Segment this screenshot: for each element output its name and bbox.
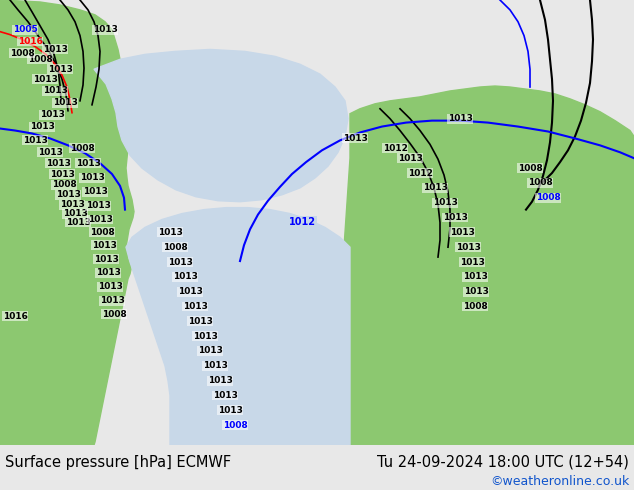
Text: 1013: 1013 bbox=[158, 228, 183, 237]
Text: 1008: 1008 bbox=[51, 180, 76, 190]
Text: 1013: 1013 bbox=[207, 376, 233, 385]
Text: 1008: 1008 bbox=[10, 49, 34, 58]
Text: 1013: 1013 bbox=[82, 187, 107, 196]
Text: 1013: 1013 bbox=[167, 258, 193, 267]
Text: 1012: 1012 bbox=[408, 169, 432, 177]
Text: 1013: 1013 bbox=[450, 228, 474, 237]
Circle shape bbox=[436, 166, 444, 174]
Text: 1013: 1013 bbox=[30, 122, 55, 131]
Text: 1008: 1008 bbox=[223, 420, 247, 430]
Polygon shape bbox=[343, 86, 634, 445]
Text: 1013: 1013 bbox=[87, 215, 112, 224]
Text: 1013: 1013 bbox=[202, 361, 228, 370]
Circle shape bbox=[455, 171, 465, 181]
Text: 1005: 1005 bbox=[13, 25, 37, 34]
Text: 1013: 1013 bbox=[342, 134, 368, 143]
Circle shape bbox=[389, 147, 401, 159]
Text: 1013: 1013 bbox=[60, 200, 84, 209]
Text: 1013: 1013 bbox=[49, 170, 74, 178]
Text: 1013: 1013 bbox=[79, 173, 105, 182]
Text: 1008: 1008 bbox=[163, 243, 188, 252]
Text: 1013: 1013 bbox=[94, 254, 119, 264]
Text: 1013: 1013 bbox=[96, 269, 120, 277]
Text: 1013: 1013 bbox=[448, 114, 472, 123]
Text: 1013: 1013 bbox=[39, 110, 65, 119]
Text: 1013: 1013 bbox=[56, 190, 81, 199]
Text: 1008: 1008 bbox=[101, 310, 126, 319]
Circle shape bbox=[444, 167, 456, 179]
Circle shape bbox=[413, 156, 427, 170]
Text: 1013: 1013 bbox=[443, 213, 467, 222]
Text: ©weatheronline.co.uk: ©weatheronline.co.uk bbox=[489, 475, 629, 488]
Text: 1016: 1016 bbox=[18, 37, 42, 46]
Text: Surface pressure [hPa] ECMWF: Surface pressure [hPa] ECMWF bbox=[5, 455, 231, 470]
Text: 1008: 1008 bbox=[463, 302, 488, 311]
Text: 1013: 1013 bbox=[100, 296, 124, 305]
Text: 1013: 1013 bbox=[423, 183, 448, 193]
Text: 1013: 1013 bbox=[193, 332, 217, 341]
Text: 1013: 1013 bbox=[198, 346, 223, 355]
Text: 1008: 1008 bbox=[89, 228, 114, 237]
Text: 1013: 1013 bbox=[456, 243, 481, 252]
Text: 1013: 1013 bbox=[398, 154, 422, 163]
Text: 1013: 1013 bbox=[42, 45, 67, 54]
Text: 1016: 1016 bbox=[3, 312, 27, 321]
Text: 1012: 1012 bbox=[288, 218, 316, 227]
Text: 1013: 1013 bbox=[188, 317, 212, 326]
Text: 1013: 1013 bbox=[432, 198, 458, 207]
Text: 1013: 1013 bbox=[86, 201, 110, 210]
Text: 1013: 1013 bbox=[23, 136, 48, 145]
Text: 1013: 1013 bbox=[93, 25, 117, 34]
Text: 1013: 1013 bbox=[53, 98, 77, 107]
Text: 1013: 1013 bbox=[217, 406, 242, 415]
Text: 1013: 1013 bbox=[172, 272, 197, 281]
Text: 1008: 1008 bbox=[70, 144, 94, 153]
Circle shape bbox=[403, 153, 413, 163]
Text: 1013: 1013 bbox=[48, 65, 72, 74]
Text: 1013: 1013 bbox=[32, 74, 58, 84]
Text: 1013: 1013 bbox=[463, 287, 488, 296]
Text: 1013: 1013 bbox=[463, 272, 488, 281]
Text: 1013: 1013 bbox=[37, 148, 62, 157]
Text: 1013: 1013 bbox=[63, 209, 87, 218]
Text: 1013: 1013 bbox=[460, 258, 484, 267]
Text: 1008: 1008 bbox=[517, 164, 542, 172]
Text: 1013: 1013 bbox=[46, 159, 70, 168]
Text: 1008: 1008 bbox=[28, 55, 53, 64]
Text: 1013: 1013 bbox=[98, 282, 122, 291]
Text: 1008: 1008 bbox=[536, 193, 560, 202]
Circle shape bbox=[466, 174, 474, 182]
Circle shape bbox=[425, 163, 435, 173]
Text: 1013: 1013 bbox=[178, 287, 202, 296]
Text: 1013: 1013 bbox=[42, 86, 67, 96]
Text: 1012: 1012 bbox=[382, 144, 408, 153]
Polygon shape bbox=[126, 208, 350, 445]
Text: Tu 24-09-2024 18:00 UTC (12+54): Tu 24-09-2024 18:00 UTC (12+54) bbox=[377, 455, 629, 470]
Text: 1013: 1013 bbox=[65, 218, 91, 227]
Text: 1013: 1013 bbox=[91, 241, 117, 250]
Text: 1008: 1008 bbox=[527, 178, 552, 187]
Text: 1013: 1013 bbox=[75, 159, 100, 168]
Polygon shape bbox=[94, 49, 348, 202]
Polygon shape bbox=[0, 0, 134, 445]
Circle shape bbox=[374, 141, 390, 156]
Text: 1013: 1013 bbox=[212, 391, 238, 400]
Text: 1013: 1013 bbox=[183, 302, 207, 311]
